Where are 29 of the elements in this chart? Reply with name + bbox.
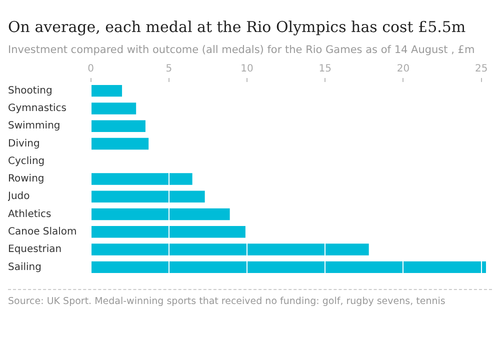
bar [91,261,486,274]
y-tick-label: Rowing [8,174,44,185]
source-note: Source: UK Sport. Medal-winning sports that received no funding: golf, rugby sevens, tennis [8,296,446,307]
x-tick-label: 5 [166,64,172,75]
x-tick-label: 20 [396,64,410,75]
bar [91,84,122,97]
x-tick-label: 15 [318,64,332,75]
bar [91,190,205,202]
chart-title: On average, each medal at the Rio Olympics has cost £5.5m [8,18,467,36]
bar [91,226,246,238]
y-tick-label: Cycling [8,156,45,167]
bar [91,138,149,150]
y-tick-label: Equestrian [8,244,62,256]
x-tick-label: 0 [88,64,94,75]
bar [91,244,369,256]
bar [91,173,192,185]
y-tick-label: Sailing [8,262,42,273]
y-tick-label: Gymnastics [8,103,66,114]
y-tick-label: Swimming [8,120,60,132]
x-tick-label: 25 [474,64,488,75]
bar [91,120,146,132]
y-tick-label: Athletics [8,208,52,220]
chart-subtitle: Investment compared with outcome (all medals) for the Rio Games as of 14 August , £m [8,44,476,56]
bar [91,102,136,114]
x-tick-label: 10 [240,64,254,75]
y-tick-label: Canoe Slalom [8,226,77,238]
bar [91,208,230,220]
y-tick-label: Shooting [8,85,52,96]
y-tick-label: Diving [8,138,40,150]
